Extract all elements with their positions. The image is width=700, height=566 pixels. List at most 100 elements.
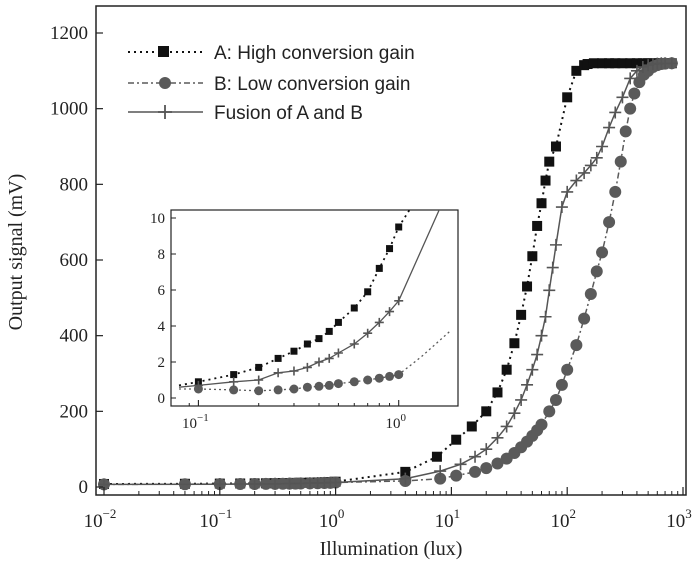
- data-point-square: [597, 58, 608, 69]
- data-point-square: [571, 65, 582, 76]
- inset-y-tick-label: 8: [158, 247, 166, 263]
- data-point-plus: [329, 476, 342, 489]
- data-point-plus: [399, 472, 412, 485]
- y-axis-title: Output signal (mV): [5, 174, 27, 331]
- inset-point-plus: [193, 380, 203, 390]
- inset-point-square: [315, 335, 323, 343]
- inset-frame: [170, 209, 459, 407]
- inset-plot: 0 2 4 6 8 10 10−1 100: [150, 209, 459, 432]
- inset-x-tick-label: 100: [385, 412, 406, 432]
- data-point-circle: [535, 418, 548, 431]
- data-point-square: [527, 251, 538, 262]
- data-point-square: [588, 58, 599, 69]
- data-point-circle: [624, 102, 637, 115]
- inset-point-square: [350, 304, 358, 312]
- y-axis-ticks: 0 200 400 600 800 1000 1200: [50, 23, 103, 498]
- main-series-group: [98, 57, 678, 491]
- x-tick-label: 101: [435, 506, 461, 532]
- data-point-plus: [491, 431, 504, 444]
- inset-point-plus: [254, 375, 264, 385]
- inset-y-tick-label: 0: [158, 391, 166, 407]
- data-point-plus: [531, 348, 544, 361]
- inset-y-tick-label: 2: [158, 355, 166, 371]
- data-point-square: [481, 406, 492, 417]
- inset-x-ticks: 10−1 100: [182, 400, 406, 432]
- inset-x-tick-label: 10−1: [182, 412, 209, 432]
- data-point-square: [509, 338, 520, 349]
- data-point-circle: [450, 469, 463, 482]
- data-point-plus: [521, 378, 534, 391]
- data-point-plus: [454, 458, 467, 471]
- data-point-plus: [500, 420, 513, 433]
- inset-point-plus: [324, 353, 334, 363]
- data-point-plus: [616, 91, 629, 104]
- x-tick-label: 103: [666, 506, 692, 532]
- data-point-square: [544, 156, 555, 167]
- data-point-square: [540, 175, 551, 186]
- data-point-plus: [609, 106, 622, 119]
- inset-point-circle: [273, 385, 283, 395]
- inset-y-tick-label: 10: [150, 211, 165, 227]
- data-point-plus: [570, 174, 583, 187]
- data-point-plus: [434, 465, 447, 478]
- x-tick-label: 10−1: [199, 506, 232, 532]
- data-point-circle: [628, 87, 641, 100]
- inset-point-square: [375, 264, 383, 272]
- data-point-circle: [584, 288, 597, 301]
- legend-marker-plus: [158, 105, 172, 119]
- data-point-circle: [469, 465, 482, 478]
- legend-marker-circle: [159, 77, 171, 89]
- data-point-plus: [469, 450, 482, 463]
- data-point-square: [492, 387, 503, 398]
- data-point-circle: [480, 462, 493, 475]
- inset-point-plus: [314, 357, 324, 367]
- y-tick-label: 200: [60, 401, 89, 422]
- legend: A: High conversion gain B: Low conversio…: [128, 43, 415, 124]
- data-point-square: [501, 364, 512, 375]
- data-point-circle: [609, 185, 622, 198]
- data-point-square: [400, 466, 411, 477]
- legend-label-fusion: Fusion of A and B: [214, 103, 363, 124]
- inset-point-circle: [314, 381, 324, 391]
- inset-point-circle: [374, 373, 384, 383]
- data-point-plus: [578, 166, 591, 179]
- data-point-plus: [665, 57, 678, 70]
- inset-point-circle: [254, 386, 264, 396]
- x-tick-label: 100: [319, 506, 345, 532]
- data-point-square: [431, 451, 442, 462]
- inset-point-square: [290, 347, 298, 355]
- main-plot-area: [95, 5, 687, 496]
- data-point-square: [550, 141, 561, 152]
- data-point-plus: [590, 151, 603, 164]
- data-point-square: [522, 281, 533, 292]
- inset-point-plus: [302, 362, 312, 372]
- data-point-plus: [636, 61, 649, 74]
- data-point-plus: [596, 140, 609, 153]
- inset-point-plus: [363, 328, 373, 338]
- data-point-circle: [603, 216, 616, 229]
- inset-point-square: [274, 354, 282, 362]
- inset-point-plus: [385, 307, 395, 317]
- inset-y-tick-label: 6: [158, 283, 166, 299]
- data-point-square: [516, 309, 527, 320]
- y-tick-label: 600: [60, 250, 89, 271]
- inset-point-circle: [302, 382, 312, 392]
- data-point-circle: [570, 339, 583, 352]
- data-point-square: [604, 58, 615, 69]
- data-point-plus: [508, 407, 521, 420]
- inset-point-square: [303, 340, 311, 348]
- inset-point-circle: [289, 384, 299, 394]
- inset-point-square: [386, 245, 394, 253]
- y-tick-label: 800: [60, 174, 89, 195]
- inset-point-plus: [374, 317, 384, 327]
- data-point-circle: [561, 363, 574, 376]
- inset-y-ticks: 0 2 4 6 8 10: [150, 211, 176, 407]
- x-tick-label: 102: [550, 506, 576, 532]
- data-point-plus: [515, 393, 528, 406]
- inset-point-square: [230, 371, 238, 379]
- data-point-circle: [578, 312, 591, 325]
- data-point-circle: [590, 265, 603, 278]
- inset-point-plus: [289, 366, 299, 376]
- inset-point-square: [395, 223, 403, 231]
